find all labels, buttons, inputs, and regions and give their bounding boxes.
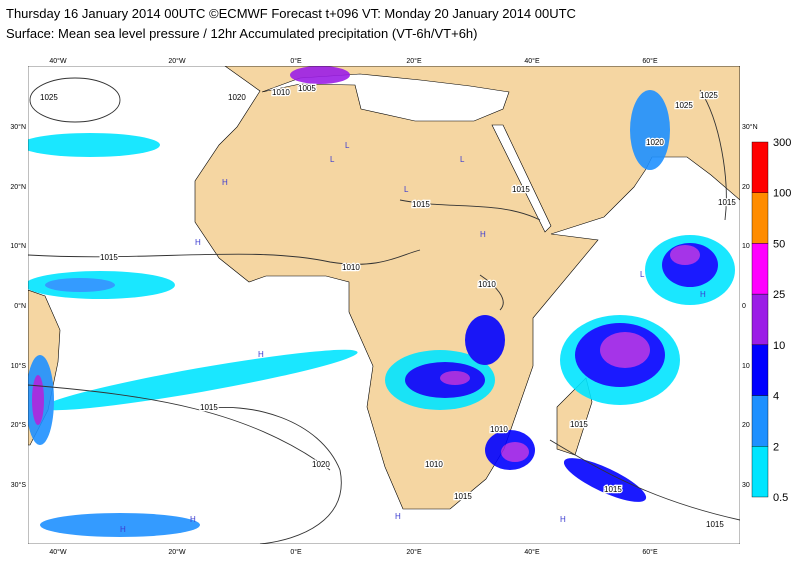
lon-label-top: 20°E — [406, 57, 422, 65]
isobar-label: 1010 — [478, 280, 496, 289]
isobar-label: 1020 — [312, 460, 330, 469]
lat-label-right: 10 — [742, 243, 750, 250]
lat-label-left: 20°N — [10, 183, 26, 191]
isobar-label: 1020 — [646, 138, 664, 147]
lon-label-bottom: 20°W — [168, 548, 186, 556]
pressure-centre: H — [700, 290, 706, 299]
pressure-centre: L — [330, 155, 335, 164]
isobar-label: 1015 — [604, 485, 622, 494]
legend-label: 4 — [773, 391, 779, 403]
pressure-centre: H — [560, 515, 566, 524]
legend-label: 10 — [773, 340, 785, 352]
lon-label-bottom: 40°W — [49, 548, 67, 556]
map-area: 1025 1020 1010 1005 1015 1010 1010 1015 … — [28, 66, 740, 544]
legend: 300 100 50 25 10 4 2 0.5 — [751, 137, 791, 504]
lon-label-bottom: 0°E — [290, 548, 302, 556]
lon-label-top: 60°E — [642, 57, 658, 65]
lat-label-left: 0°N — [14, 302, 26, 310]
lon-label-top: 40°W — [49, 57, 67, 65]
precipitation — [28, 66, 735, 537]
lat-label-left: 10°N — [10, 242, 26, 250]
axis-labels: 40°W 40°W 20°W 20°W 0°E 0°E 20°E 20°E 40°E 40°E 60… — [10, 57, 757, 556]
isobar-label: 1010 — [490, 425, 508, 434]
isobar-label: 1015 — [100, 253, 118, 262]
lat-label-left: 10°S — [11, 362, 27, 370]
legend-swatch — [751, 141, 769, 193]
legend-swatch — [751, 293, 769, 346]
lon-label-top: 20°W — [168, 57, 186, 65]
legend-swatch — [751, 395, 769, 447]
pressure-centre: L — [345, 141, 350, 150]
pressure-centre: L — [640, 270, 645, 279]
lon-label-bottom: 40°E — [524, 548, 540, 556]
lat-label-right: 20 — [742, 184, 750, 191]
isobar-label: 1015 — [718, 198, 736, 207]
pressure-centre: H — [195, 238, 201, 247]
title: Thursday 16 January 2014 00UTC ©ECMWF Fo… — [6, 6, 576, 21]
isobar-label: 1025 — [700, 91, 718, 100]
lat-label-right: 10 — [742, 363, 750, 370]
pressure-centre: H — [222, 178, 228, 187]
isobar-label: 1010 — [272, 88, 290, 97]
isobar-label: 1015 — [412, 200, 430, 209]
legend-swatch — [751, 446, 769, 498]
legend-label: 100 — [773, 188, 791, 200]
pressure-centre: H — [480, 230, 486, 239]
isobar-label: 1005 — [298, 84, 316, 93]
isobars — [28, 77, 740, 544]
legend-label: 300 — [773, 137, 791, 149]
lon-label-bottom: 20°E — [406, 548, 422, 556]
mediterranean — [261, 73, 510, 122]
isobar-label: 1025 — [40, 93, 58, 102]
pressure-centre: H — [258, 350, 264, 359]
legend-label: 25 — [773, 289, 785, 301]
pressure-centre: H — [120, 525, 126, 534]
pressure-centre: H — [395, 512, 401, 521]
isobar-label: 1015 — [706, 520, 724, 529]
legend-swatch — [751, 192, 769, 244]
lon-label-bottom: 60°E — [642, 548, 658, 556]
legend-label: 50 — [773, 238, 785, 250]
legend-label: 0.5 — [773, 492, 788, 504]
legend-label: 2 — [773, 441, 779, 453]
lat-label-left: 30°N — [10, 123, 26, 131]
isobar-label: 1015 — [454, 492, 472, 501]
isobar-label: 1015 — [512, 185, 530, 194]
pressure-centre: H — [190, 515, 196, 524]
pressure-centre: L — [404, 185, 409, 194]
isobar-label: 1010 — [425, 460, 443, 469]
legend-swatch — [751, 243, 769, 295]
red-sea — [491, 124, 552, 233]
legend-swatch — [751, 344, 769, 396]
lon-label-top: 0°E — [290, 57, 302, 65]
pressure-centre: L — [460, 155, 465, 164]
lat-label-right: 30 — [742, 482, 750, 489]
isobar-label: 1015 — [570, 420, 588, 429]
lat-label-right: 20 — [742, 422, 750, 429]
lat-label-left: 30°S — [11, 481, 27, 489]
isobar-label: 1025 — [675, 101, 693, 110]
subtitle: Surface: Mean sea level pressure / 12hr … — [6, 26, 478, 41]
lat-label-left: 20°S — [11, 421, 27, 429]
isobar-label: 1015 — [200, 403, 218, 412]
isobar-label: 1010 — [342, 263, 360, 272]
lat-label-right: 0 — [742, 303, 746, 310]
lat-label-right: 30°N — [742, 123, 758, 131]
lon-label-top: 40°E — [524, 57, 540, 65]
isobar-label: 1020 — [228, 93, 246, 102]
